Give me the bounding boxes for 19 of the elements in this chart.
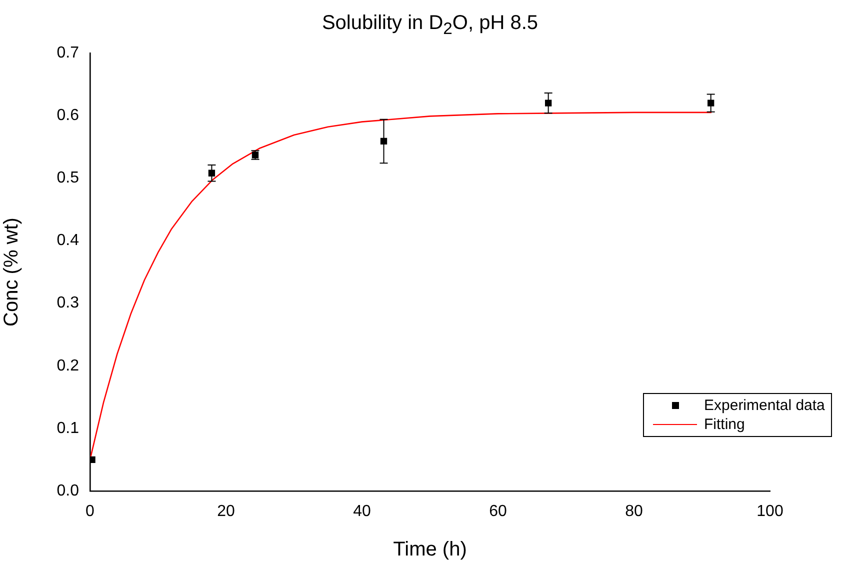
y-tick-label: 0.4 xyxy=(56,232,80,250)
y-axis-title: Conc (% wt) xyxy=(0,218,23,326)
legend-label: Experimental data xyxy=(704,396,825,415)
x-tick-label: 0 xyxy=(86,503,95,520)
y-tick-label: 0.2 xyxy=(56,357,80,374)
x-tick-label: 60 xyxy=(489,503,507,520)
x-axis-title: Time (h) xyxy=(393,538,467,561)
legend-label: Fitting xyxy=(704,415,745,434)
y-tick-label: 0.0 xyxy=(56,482,80,500)
x-tick-label: 40 xyxy=(353,503,371,520)
y-tick-label: 0.5 xyxy=(56,170,80,187)
y-tick-label: 0.3 xyxy=(56,294,80,312)
y-tick-label: 0.7 xyxy=(56,44,80,62)
x-tick-label: 80 xyxy=(625,503,643,520)
x-tick-label: 100 xyxy=(756,503,784,520)
x-tick-label: 20 xyxy=(217,503,235,520)
chart-title: Solubility in D$_{2}$O, pH 8.5 xyxy=(320,12,540,39)
y-tick-label: 0.1 xyxy=(56,420,80,437)
y-tick-label: 0.6 xyxy=(56,106,80,124)
